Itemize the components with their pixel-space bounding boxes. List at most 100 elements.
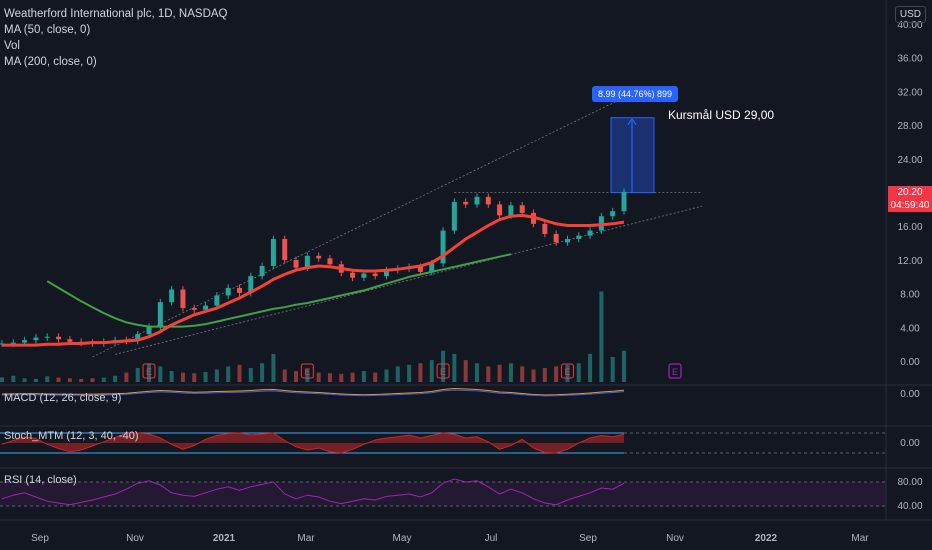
candle-body	[372, 273, 378, 277]
last-price-value: 20.20	[897, 187, 923, 198]
currency-button[interactable]: USD	[894, 6, 926, 23]
candle-body	[429, 263, 435, 272]
volume-bar	[384, 369, 389, 382]
volume-bar	[395, 366, 400, 382]
volume-bar	[124, 372, 129, 382]
y-tick-label: 24.00	[897, 155, 922, 166]
candle-body	[56, 336, 62, 340]
volume-bar	[339, 373, 344, 382]
candle-body	[463, 201, 469, 205]
candle-body	[214, 295, 220, 306]
macd-line	[1, 389, 625, 397]
legend-ma200[interactable]: MA (200, close, 0)	[4, 56, 97, 68]
y-tick-label: 8.00	[900, 290, 920, 301]
candle-body	[191, 308, 197, 310]
volume-bar	[599, 291, 604, 382]
volume-bar	[373, 372, 378, 382]
candle-body	[157, 302, 163, 327]
candle-body	[485, 196, 491, 205]
last-price-tag: 20.20 04:59:40	[888, 186, 932, 212]
earnings-marker-box	[668, 363, 682, 379]
candle-body	[316, 255, 322, 259]
chart-title: Weatherford International plc, 1D, NASDA…	[4, 8, 228, 20]
volume-bar	[135, 367, 140, 382]
volume-bar	[429, 360, 434, 382]
volume-bar	[101, 377, 106, 382]
volume-bar	[554, 366, 559, 382]
earnings-marker-box	[436, 363, 450, 379]
stoch-pane-label[interactable]: Stoch_MTM (12, 3, 40, -40)	[4, 430, 139, 442]
earnings-marker-box	[300, 363, 314, 379]
volume-bar	[260, 363, 265, 382]
candle-body	[361, 273, 367, 278]
x-tick-label: Jul	[485, 533, 498, 544]
stoch-line	[1, 432, 625, 454]
volume-bar	[497, 364, 502, 382]
earnings-marker: E	[142, 363, 156, 379]
y-tick-label: 0.00	[900, 357, 920, 368]
volume-bar	[237, 364, 242, 382]
candle-body	[350, 272, 356, 278]
lower-trend-line	[114, 205, 703, 355]
volume-bar	[588, 353, 593, 382]
macd-tick-label: 0.00	[900, 389, 920, 400]
candle-body	[146, 326, 152, 335]
candle-body	[259, 265, 265, 277]
price-target-label[interactable]: Kursmål USD 29,00	[668, 108, 775, 122]
macd-signal-line	[1, 387, 625, 396]
volume-bar	[305, 368, 310, 382]
legend-volume[interactable]: Vol	[4, 40, 20, 52]
volume-bar	[214, 369, 219, 382]
candle-body	[67, 339, 73, 342]
candle-body	[270, 238, 276, 266]
candle-body	[564, 238, 570, 243]
x-tick-label: 2021	[213, 533, 236, 544]
rsi-pane-label[interactable]: RSI (14, close)	[4, 474, 77, 486]
volume-bar	[282, 369, 287, 382]
rsi-tick-label: 80.00	[897, 477, 922, 488]
volume-bar	[531, 369, 536, 382]
x-tick-label: 2022	[755, 533, 778, 544]
candle-body	[203, 305, 209, 310]
candle-body	[44, 336, 50, 338]
volume-bar	[90, 378, 95, 382]
x-tick-label: Sep	[579, 533, 597, 544]
x-tick-label: Nov	[126, 533, 144, 544]
volume-bar	[576, 363, 581, 382]
volume-bar	[610, 357, 615, 382]
candle-body	[293, 260, 299, 268]
chart-legend: Weatherford International plc, 1D, NASDA…	[4, 6, 228, 70]
y-tick-label: 16.00	[897, 222, 922, 233]
earnings-marker-box	[560, 363, 574, 379]
earnings-marker: E	[436, 363, 450, 379]
measure-label[interactable]: 8.99 (44.76%) 899	[592, 86, 679, 102]
x-tick-label: Mar	[297, 533, 315, 544]
volume-bar	[226, 366, 231, 382]
candle-body	[417, 266, 423, 272]
volume-bar	[22, 378, 27, 382]
volume-bar	[441, 350, 446, 382]
candle-body	[474, 196, 480, 205]
macd-pane-label[interactable]: MACD (12, 26, close, 9)	[4, 392, 122, 404]
candle-body	[621, 191, 627, 212]
y-tick-label: 36.00	[897, 54, 922, 65]
volume-bar	[248, 367, 253, 382]
volume-bar	[113, 375, 118, 382]
rsi-band	[0, 482, 886, 506]
candle-body	[10, 342, 16, 344]
candle-body	[236, 287, 242, 293]
earnings-marker-letter: E	[440, 367, 446, 377]
volume-bar	[192, 373, 197, 382]
x-tick-label: Nov	[666, 533, 684, 544]
candle-body	[610, 211, 616, 217]
rsi-tick-label: 40.00	[897, 501, 922, 512]
candle-body	[497, 204, 503, 216]
rsi-line	[1, 478, 625, 506]
volume-bar	[486, 366, 491, 382]
candle-body	[22, 340, 28, 343]
volume-bar	[542, 367, 547, 382]
legend-ma50[interactable]: MA (50, close, 0)	[4, 24, 91, 36]
volume-bar	[294, 371, 299, 382]
candle-body	[440, 230, 446, 264]
